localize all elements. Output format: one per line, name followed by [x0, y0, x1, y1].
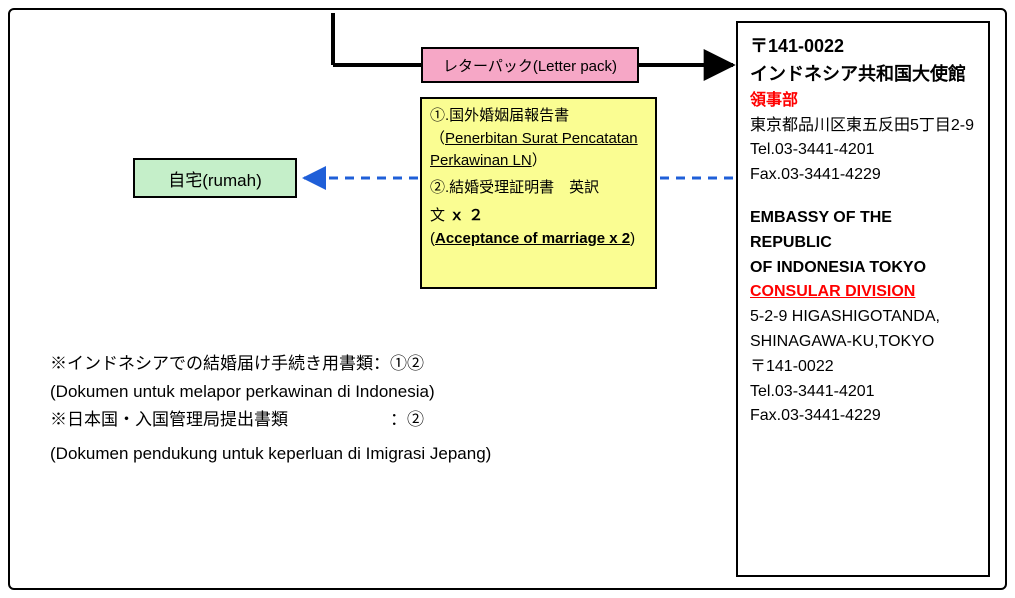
- note-line-3: ※日本国・入国管理局提出書類 ：②: [50, 406, 491, 434]
- division-en: CONSULAR DIVISION: [750, 280, 976, 305]
- division-jp: 領事部: [750, 89, 976, 114]
- note-line-2: (Dokumen untuk melapor perkawinan di Ind…: [50, 378, 491, 406]
- letter-pack-box: レターパック(Letter pack): [421, 47, 639, 83]
- home-box: 自宅(rumah): [133, 158, 297, 198]
- embassy-name-en2: OF INDONESIA TOKYO: [750, 256, 976, 281]
- letter-pack-label: レターパック(Letter pack): [443, 55, 617, 76]
- doc1-jp: 国外婚姻届報告書: [449, 107, 569, 124]
- fax-en: Fax.03-3441-4229: [750, 404, 976, 429]
- postal-jp: 〒141-0022: [750, 33, 976, 61]
- address-en2: SHINAGAWA-KU,TOKYO: [750, 330, 976, 355]
- postal-en: 〒141-0022: [750, 355, 976, 380]
- address-jp: 東京都品川区東五反田5丁目2-9: [750, 114, 976, 139]
- doc1-close: ）: [532, 152, 547, 169]
- doc1-open: （: [430, 130, 445, 147]
- embassy-address-box: 〒141-0022 インドネシア共和国大使館 領事部 東京都品川区東五反田5丁目…: [736, 21, 990, 577]
- embassy-name-en1: EMBASSY OF THE REPUBLIC: [750, 206, 976, 256]
- doc2-jp: 結婚受理証明書 英訳: [449, 179, 599, 196]
- doc1-num: ①.: [430, 107, 449, 124]
- address-en1: 5-2-9 HIGASHIGOTANDA,: [750, 305, 976, 330]
- home-label: 自宅(rumah): [168, 166, 262, 191]
- doc2-close: ): [630, 230, 635, 247]
- doc-item-2b: 文 ｘ ２: [430, 205, 647, 228]
- doc-item-2c: (Acceptance of marriage x 2): [430, 228, 647, 251]
- note-line-4: (Dokumen pendukung untuk keperluan di Im…: [50, 440, 491, 468]
- tel-jp: Tel.03-3441-4201: [750, 138, 976, 163]
- footer-notes: ※インドネシアでの結婚届け手続き用書類：①② (Dokumen untuk me…: [50, 350, 491, 468]
- doc-item-2: ②.結婚受理証明書 英訳: [430, 177, 647, 200]
- documents-box: ①.国外婚姻届報告書 （Penerbitan Surat Pencatatan …: [420, 97, 657, 289]
- fax-jp: Fax.03-3441-4229: [750, 163, 976, 188]
- doc2-en: Acceptance of marriage x 2: [435, 230, 630, 247]
- doc2-num: ②.: [430, 179, 449, 196]
- tel-en: Tel.03-3441-4201: [750, 380, 976, 405]
- note-line-1: ※インドネシアでの結婚届け手続き用書類：①②: [50, 350, 491, 378]
- embassy-name-jp: インドネシア共和国大使館: [750, 61, 976, 89]
- doc2-jp2: 文: [430, 207, 445, 224]
- doc2-x2: ｘ ２: [449, 207, 483, 224]
- doc-item-1: ①.国外婚姻届報告書 （Penerbitan Surat Pencatatan …: [430, 105, 647, 173]
